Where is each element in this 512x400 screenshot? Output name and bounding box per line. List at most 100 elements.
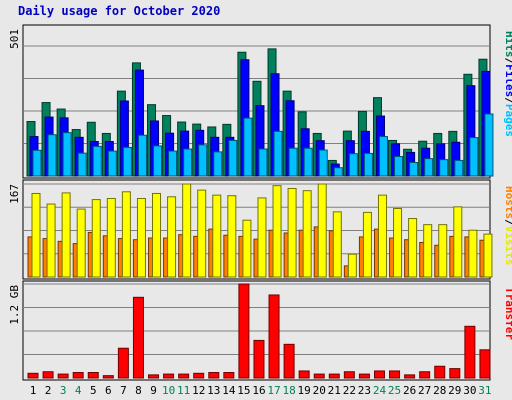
x-tick-label: 2 [45,384,52,397]
bar-pages-day-21 [333,167,343,177]
x-tick-label: 15 [237,384,250,397]
bar-visits-day-27 [423,224,433,278]
x-tick-label: 31 [478,384,491,397]
hits-files-pages-legend: Hits/Files/Pages [503,31,512,137]
bar-pages-day-13 [213,151,223,177]
bar-transfer-day-23 [358,373,370,379]
bar-visits-day-9 [152,192,162,278]
bar-pages-day-14 [228,139,238,177]
bar-transfer-day-4 [72,372,84,379]
x-tick-label: 8 [135,384,142,397]
bar-pages-day-12 [198,144,208,177]
bar-pages-day-5 [92,145,102,177]
bar-transfer-day-3 [57,373,69,379]
bar-visits-day-11 [182,183,192,278]
bar-transfer-day-18 [283,343,295,379]
bar-pages-day-29 [454,159,464,177]
legend-hosts: Hosts [503,186,512,219]
x-tick-label: 14 [222,384,236,397]
hosts-visits-ymax-label: 167 [8,184,21,204]
bar-transfer-day-8 [132,296,144,379]
bar-transfer-day-20 [313,373,325,379]
bar-pages-day-26 [409,162,419,177]
x-tick-label: 1 [30,384,37,397]
x-tick-label: 19 [298,384,311,397]
bar-visits-day-7 [121,191,131,278]
x-tick-label: 27 [418,384,431,397]
transfer-panel: 1.2 GB Transfer [8,280,512,381]
transfer-legend: Transfer [503,287,512,340]
bar-pages-day-20 [318,149,328,177]
x-tick-label: 28 [433,384,446,397]
bar-pages-day-1 [32,149,42,177]
hosts-visits-panel: 167 Hosts/Visits [8,179,512,280]
bar-transfer-day-1 [27,372,39,379]
bar-visits-day-2 [46,203,56,278]
bar-pages-day-18 [288,147,298,177]
bar-visits-day-24 [377,194,387,278]
x-tick-label: 5 [90,384,97,397]
bar-pages-day-17 [273,130,283,177]
x-tick-label: 10 [162,384,175,397]
x-tick-label: 17 [267,384,280,397]
bar-transfer-day-5 [87,372,99,379]
bar-visits-day-10 [167,196,177,278]
bar-transfer-day-16 [253,339,265,379]
bar-transfer-day-21 [328,373,340,379]
bar-visits-day-6 [106,197,116,278]
bar-visits-day-19 [302,190,312,278]
bar-visits-day-12 [197,189,207,278]
bar-pages-day-30 [469,137,479,177]
bar-pages-day-22 [348,153,358,177]
x-tick-label: 9 [150,384,157,397]
bar-transfer-day-6 [102,375,114,379]
x-tick-label: 4 [75,384,82,397]
legend-transfer: Transfer [503,287,512,340]
bar-transfer-day-28 [434,365,446,379]
bar-visits-day-23 [362,211,372,278]
x-tick-label: 12 [192,384,205,397]
bar-visits-day-16 [257,197,267,278]
transfer-ymax-label: 1.2 GB [8,285,21,325]
bar-pages-day-27 [424,158,434,177]
legend-visits: Visits [503,226,512,266]
x-tick-label: 20 [313,384,326,397]
bar-visits-day-21 [332,211,342,278]
x-tick-label: 30 [463,384,476,397]
bar-visits-day-3 [61,192,71,278]
bar-visits-day-25 [393,208,403,278]
bar-transfer-day-14 [223,372,235,379]
bar-visits-day-14 [227,195,237,278]
bar-pages-day-9 [153,145,163,177]
bar-pages-day-25 [394,156,404,177]
bar-transfer-day-15 [238,283,250,379]
bar-visits-day-17 [272,185,282,278]
bar-transfer-day-25 [389,370,401,379]
bar-transfer-day-31 [479,349,491,379]
bar-transfer-day-10 [163,373,175,379]
bar-pages-day-24 [378,136,388,177]
bar-transfer-day-29 [449,368,461,379]
x-tick-label: 11 [177,384,190,397]
bar-visits-day-1 [31,192,41,278]
legend-pages: Pages [503,104,512,137]
bar-visits-day-29 [453,206,463,278]
x-tick-label: 26 [403,384,416,397]
bar-visits-day-28 [438,224,448,278]
legend-slash: / [503,58,512,65]
bar-transfer-day-17 [268,294,280,379]
bar-pages-day-23 [363,152,373,177]
bar-transfer-day-12 [193,372,205,379]
bar-visits-day-13 [212,194,222,278]
x-tick-label: 18 [282,384,295,397]
bar-visits-day-15 [242,219,252,278]
x-tick-label: 6 [105,384,112,397]
bar-pages-day-10 [168,150,178,177]
bar-pages-day-28 [439,159,449,177]
legend-slash: / [503,97,512,104]
x-tick-label: 7 [120,384,127,397]
bar-pages-day-19 [303,147,313,177]
bar-pages-day-2 [47,134,57,177]
